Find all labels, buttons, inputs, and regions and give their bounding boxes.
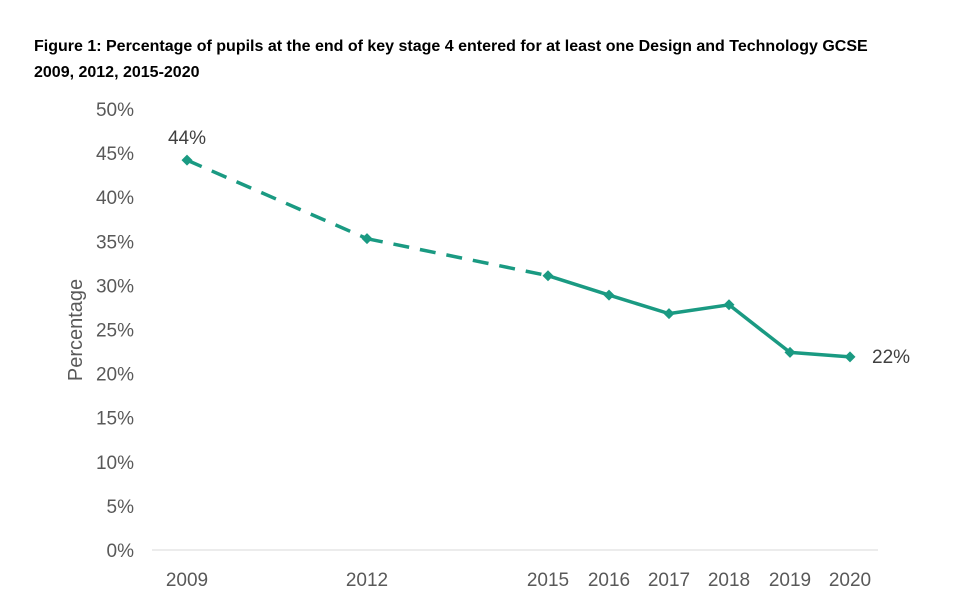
chart-title-line: Figure 1: Percentage of pupils at the en… [34, 38, 868, 55]
x-tick-label: 2019 [769, 570, 811, 591]
solid-line-segment [789, 350, 851, 359]
x-tick-label: 2015 [527, 570, 569, 591]
x-tick-label: 2009 [166, 570, 208, 591]
y-axis-title: Percentage [65, 279, 87, 381]
y-tick-label: 45% [96, 144, 134, 165]
y-tick-label: 20% [96, 365, 134, 386]
data-point-marker [784, 346, 796, 358]
y-tick-label: 50% [96, 100, 134, 121]
x-tick-label: 2017 [648, 570, 690, 591]
chart-subtitle: 2009, 2012, 2015-2020 [34, 64, 200, 81]
chart-title: Figure 1: Percentage of pupils at the en… [34, 34, 954, 86]
data-point-marker [603, 289, 615, 301]
solid-line-segment [547, 274, 610, 297]
y-tick-label: 30% [96, 276, 134, 297]
y-tick-label: 35% [96, 232, 134, 253]
x-tick-label: 2016 [588, 570, 630, 591]
y-tick-label: 15% [96, 409, 134, 430]
data-point-marker [663, 308, 675, 320]
y-tick-label: 0% [107, 541, 135, 562]
data-label: 22% [872, 347, 910, 368]
data-point-marker [542, 270, 554, 282]
dashed-line-segment [186, 158, 368, 241]
x-tick-label: 2020 [829, 570, 871, 591]
data-point-marker [361, 233, 373, 245]
data-point-marker [181, 154, 193, 166]
solid-line-segment [668, 303, 730, 316]
x-tick-label: 2012 [346, 570, 388, 591]
y-tick-label: 5% [107, 497, 135, 518]
y-tick-label: 40% [96, 188, 134, 209]
y-tick-label: 10% [96, 453, 134, 474]
solid-line-segment [727, 303, 792, 354]
dashed-line-segment [366, 236, 549, 278]
y-tick-label: 25% [96, 321, 134, 342]
solid-line-segment [608, 293, 670, 316]
x-tick-label: 2018 [708, 570, 750, 591]
data-label: 44% [168, 128, 206, 149]
data-point-marker [723, 299, 735, 311]
data-point-marker [844, 351, 856, 363]
